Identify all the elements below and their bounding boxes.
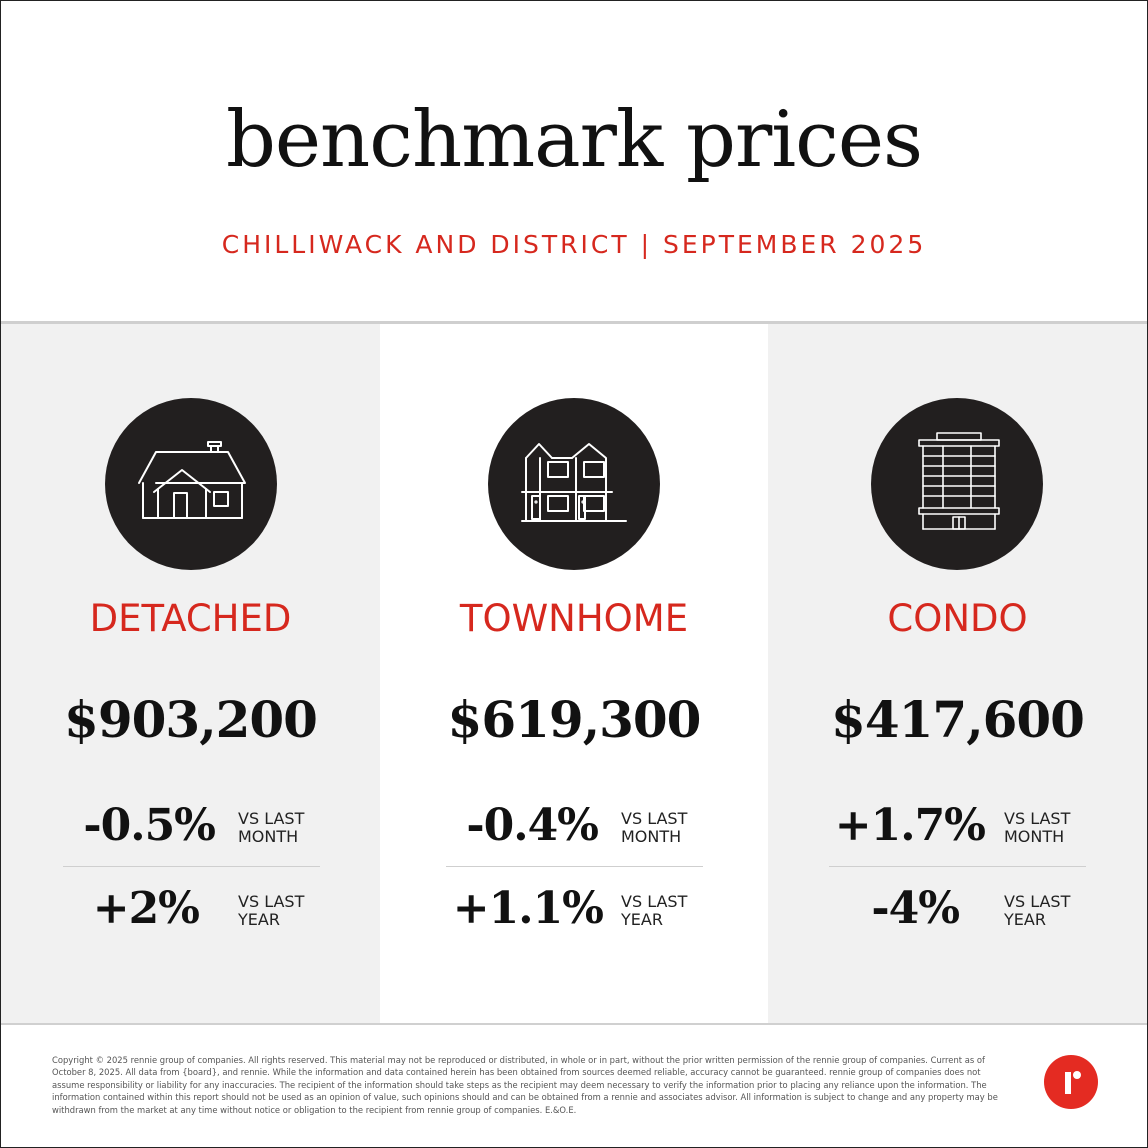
month-change-value: -0.4% [466, 800, 599, 851]
header: benchmark prices CHILLIWACK AND DISTRICT… [1, 1, 1147, 321]
year-change-value: +2% [92, 883, 200, 934]
disclaimer-text: Copyright © 2025 rennie group of compani… [52, 1055, 998, 1115]
benchmark-price: $417,600 [831, 690, 1085, 749]
townhome-icon [488, 398, 660, 570]
period-text: YEAR [1004, 910, 1046, 929]
category-columns: DETACHED $903,200 -0.5% VS LAST MONTH +2… [1, 324, 1147, 1023]
month-change-label: VS LAST MONTH [621, 810, 687, 846]
vs-last-text: VS LAST [1004, 892, 1071, 911]
row-divider [829, 866, 1086, 867]
year-change-value: +1.1% [452, 883, 604, 934]
month-change-value: +1.7% [834, 800, 986, 851]
row-divider [446, 866, 703, 867]
property-type-label: CONDO [887, 597, 1028, 640]
period-text: MONTH [1004, 827, 1065, 846]
year-change-label: VS LAST YEAR [1004, 893, 1070, 929]
column-townhome: TOWNHOME $619,300 -0.4% VS LAST MONTH +1… [380, 324, 768, 1023]
vs-last-text: VS LAST [1004, 809, 1071, 828]
benchmark-price: $619,300 [447, 690, 702, 749]
month-change-label: VS LAST MONTH [238, 810, 304, 846]
period-text: MONTH [621, 827, 682, 846]
column-condo: CONDO $417,600 +1.7% VS LAST MONTH -4% V… [768, 324, 1147, 1023]
property-type-label: DETACHED [89, 597, 292, 640]
year-change-value: -4% [871, 883, 960, 934]
vs-last-text: VS LAST [621, 809, 688, 828]
header-divider [1, 321, 1147, 324]
page-subtitle: CHILLIWACK AND DISTRICT | SEPTEMBER 2025 [221, 230, 927, 259]
year-change-label: VS LAST YEAR [621, 893, 687, 929]
property-type-label: TOWNHOME [459, 597, 689, 640]
vs-last-text: VS LAST [621, 892, 688, 911]
detached-house-icon [105, 398, 277, 570]
period-text: YEAR [238, 910, 280, 929]
condo-building-icon [871, 398, 1043, 570]
period-text: YEAR [621, 910, 663, 929]
month-change-label: VS LAST MONTH [1004, 810, 1070, 846]
footer-divider [1, 1023, 1147, 1025]
period-text: MONTH [238, 827, 299, 846]
year-change-label: VS LAST YEAR [238, 893, 304, 929]
page-title: benchmark prices [225, 95, 923, 185]
vs-last-text: VS LAST [238, 809, 305, 828]
column-detached: DETACHED $903,200 -0.5% VS LAST MONTH +2… [1, 324, 380, 1023]
benchmark-price: $903,200 [64, 690, 318, 749]
row-divider [63, 866, 320, 867]
month-change-value: -0.5% [83, 800, 216, 851]
rennie-logo [1044, 1055, 1098, 1109]
vs-last-text: VS LAST [238, 892, 305, 911]
